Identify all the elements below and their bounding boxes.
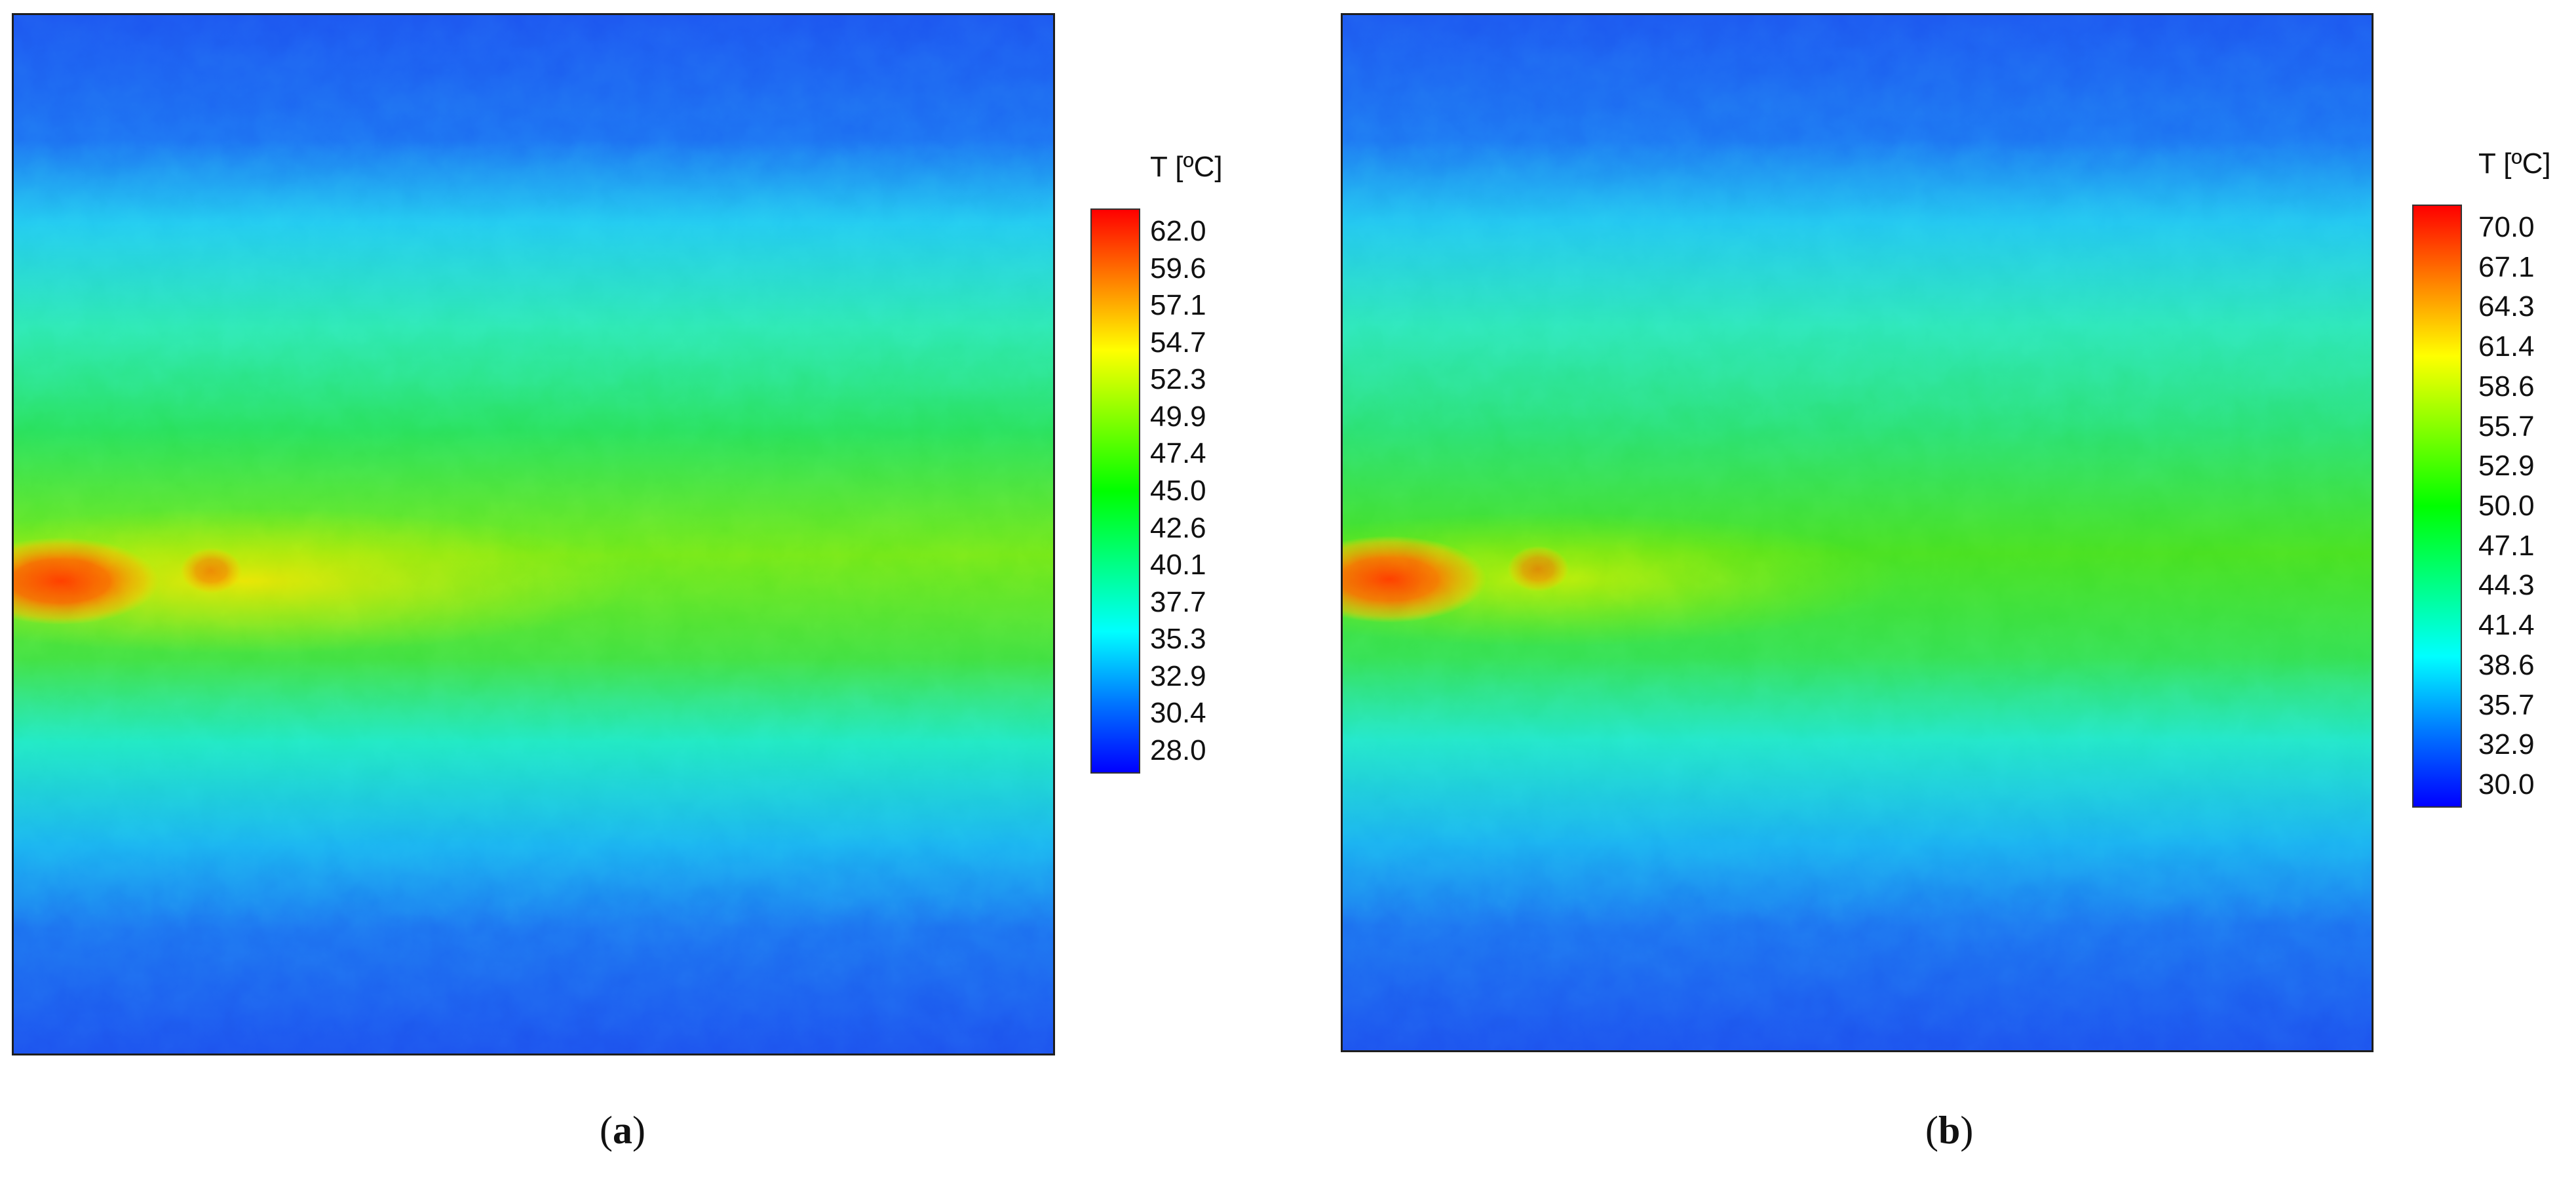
colorbar-tick-label: 30.0 (2478, 768, 2535, 800)
colorbar-tick-label: 50.0 (2478, 490, 2535, 522)
colorbar-tick-label: 54.7 (1150, 326, 1206, 359)
colorbar-tick-label: 49.9 (1150, 400, 1206, 433)
panel-a: T [ºC] 62.0 59.6 57.1 54.7 52.3 49.9 47.4 45.0 4… (12, 13, 1223, 1152)
colorbar-tick-label: 32.9 (1150, 660, 1206, 692)
colorbar-tick-label: 55.7 (2478, 410, 2535, 443)
colorbar-tick-label: 40.1 (1150, 549, 1206, 581)
colorbar-tick-label: 41.4 (2478, 609, 2535, 642)
temperature-field-a (12, 13, 1055, 1055)
colorbar-tick-label: 32.9 (2478, 728, 2535, 761)
colorbar-title-a: T [ºC] (1150, 151, 1223, 183)
colorbar-tick-label: 30.4 (1150, 697, 1206, 730)
colorbar-tick-label: 70.0 (2478, 211, 2535, 243)
colorbar-tick-label: 35.3 (1150, 623, 1206, 656)
colorbar-tick-label: 42.6 (1150, 511, 1206, 544)
colorbar-tick-label: 28.0 (1150, 734, 1206, 766)
colorbar-tick-label: 59.6 (1150, 252, 1206, 285)
colorbar-tick-label: 61.4 (2478, 330, 2535, 363)
colorbar-tick-label: 37.7 (1150, 585, 1206, 618)
panel-b: T [ºC] 70.0 67.1 64.3 61.4 58.6 55.7 52.9 50.0 4… (1324, 0, 2576, 1182)
temperature-field-b (1341, 13, 2374, 1052)
colorbar-b (2412, 205, 2462, 808)
panel-label-b: b (1938, 1109, 1961, 1152)
colorbar-tick-label: 57.1 (1150, 289, 1206, 322)
colorbar-tick-label: 64.3 (2478, 290, 2535, 323)
panel-label-a: a (612, 1109, 632, 1152)
colorbar-tick-label: 45.0 (1150, 475, 1206, 507)
colorbar-tick-label: 58.6 (2478, 370, 2535, 403)
colorbar-tick-label: 47.1 (2478, 529, 2535, 562)
colorbar-tick-label: 62.0 (1150, 215, 1206, 247)
colorbar-tick-label: 44.3 (2478, 569, 2535, 602)
colorbar-tick-label: 47.4 (1150, 437, 1206, 470)
colorbar-title-b: T [ºC] (2478, 148, 2551, 180)
colorbar-tick-label: 35.7 (2478, 688, 2535, 721)
colorbar-a (1090, 208, 1140, 774)
colorbar-tick-label: 52.9 (2478, 450, 2535, 483)
colorbar-tick-label: 38.6 (2478, 648, 2535, 681)
panel-caption-b: (b) (1925, 1109, 1974, 1152)
colorbar-tick-label: 52.3 (1150, 363, 1206, 396)
panel-caption-a: (a) (600, 1109, 645, 1152)
colorbar-tick-label: 67.1 (2478, 250, 2535, 283)
